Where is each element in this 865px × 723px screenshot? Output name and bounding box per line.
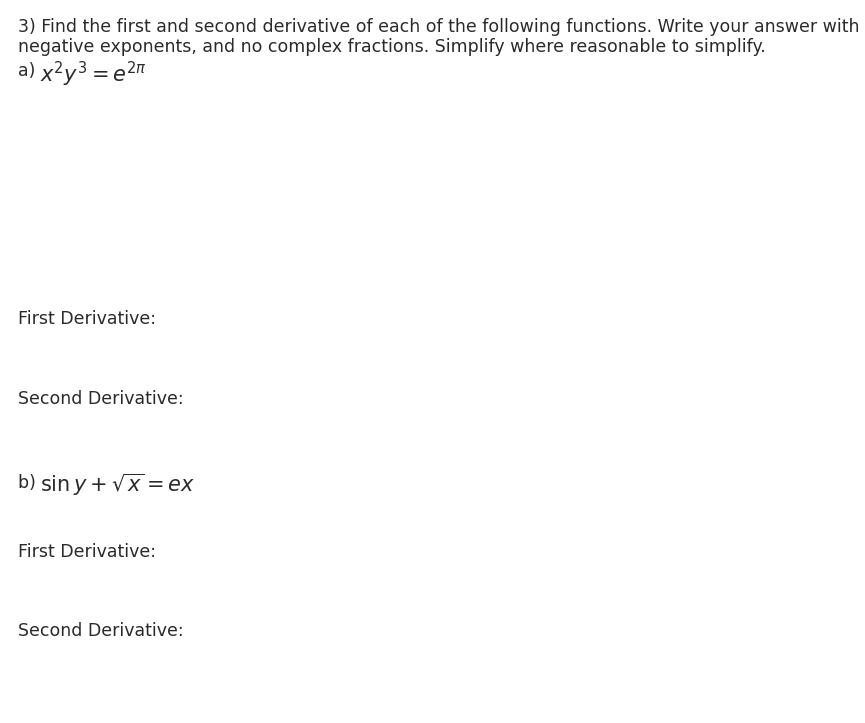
Text: Second Derivative:: Second Derivative: bbox=[18, 390, 183, 408]
Text: First Derivative:: First Derivative: bbox=[18, 543, 156, 561]
Text: $\sin y + \sqrt{x} = ex$: $\sin y + \sqrt{x} = ex$ bbox=[40, 472, 195, 498]
Text: a): a) bbox=[18, 62, 41, 80]
Text: b): b) bbox=[18, 474, 42, 492]
Text: First Derivative:: First Derivative: bbox=[18, 310, 156, 328]
Text: $x^2y^3 = e^{2\pi}$: $x^2y^3 = e^{2\pi}$ bbox=[40, 60, 147, 89]
Text: 3) Find the first and second derivative of each of the following functions. Writ: 3) Find the first and second derivative … bbox=[18, 18, 865, 36]
Text: negative exponents, and no complex fractions. Simplify where reasonable to simpl: negative exponents, and no complex fract… bbox=[18, 38, 766, 56]
Text: Second Derivative:: Second Derivative: bbox=[18, 622, 183, 640]
